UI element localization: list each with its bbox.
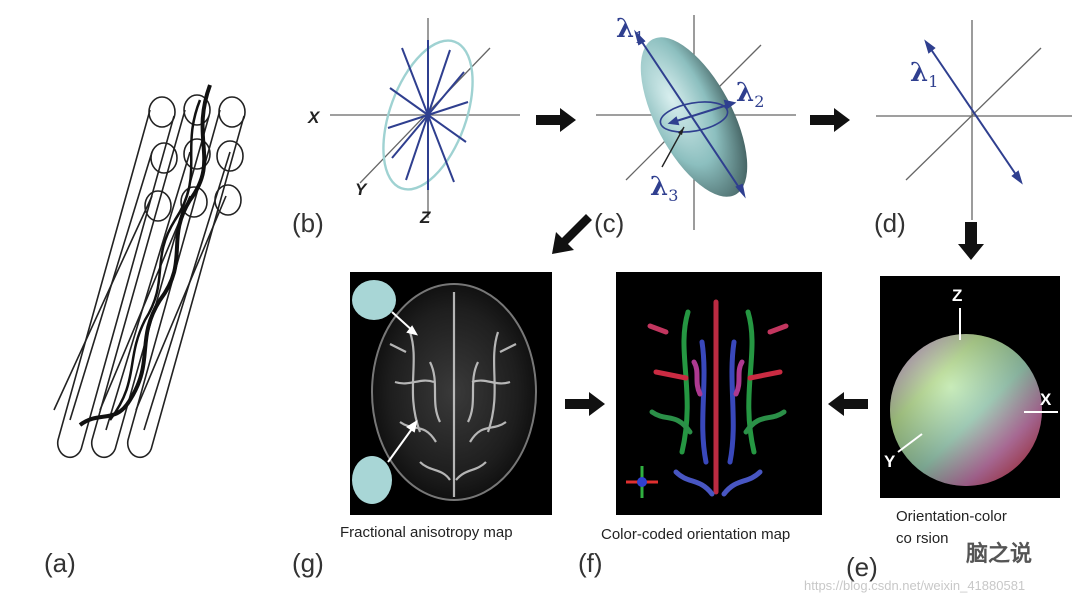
fa-map-image — [350, 272, 552, 515]
arrow-down-icon — [958, 222, 984, 260]
color-map-caption: Color-coded orientation map — [601, 526, 791, 543]
lambda-3-label: λ3 — [650, 172, 679, 206]
sphere-x-label: X — [1040, 390, 1052, 409]
panel-label-c: (c) — [594, 208, 625, 238]
fa-map-caption: Fractional anisotropy map — [340, 524, 513, 541]
fiber-bundle-diagram — [53, 84, 246, 459]
watermark-logo: 脑之说 — [966, 541, 1033, 566]
orientation-caption-line1: Orientation-color — [896, 508, 1007, 525]
sphere-z-label: Z — [952, 286, 963, 305]
panel-label-e: (e) — [846, 552, 878, 582]
axis-y-label: Y — [355, 180, 367, 199]
axis-z-label: Z — [420, 208, 431, 227]
color-orientation-map-image — [616, 272, 822, 515]
principal-eigenvector-diagram — [876, 20, 1072, 220]
orientation-sphere-image — [880, 276, 1060, 498]
axis-x-label: X — [308, 108, 320, 127]
sphere-y-label: Y — [884, 452, 896, 471]
diffusion-vectors-diagram — [330, 18, 520, 218]
panel-label-g: (g) — [292, 548, 324, 578]
orientation-caption-line2: co rsion — [896, 530, 949, 547]
arrow-right-icon — [810, 108, 850, 132]
lambda-1-principal-label: λ1 — [910, 58, 939, 92]
arrow-right-icon — [565, 392, 605, 416]
arrow-left-icon — [828, 392, 868, 416]
panel-label-a: (a) — [44, 548, 76, 578]
panel-label-f: (f) — [578, 548, 603, 578]
arrow-right-icon — [536, 108, 576, 132]
arrow-down-left-icon — [552, 214, 592, 254]
watermark-url: https://blog.csdn.net/weixin_41880581 — [804, 578, 1026, 593]
panel-label-d: (d) — [874, 208, 906, 238]
tensor-ellipsoid-diagram — [596, 15, 796, 230]
lambda-2-label: λ2 — [736, 78, 765, 112]
lambda-1-label: λ1 — [616, 14, 645, 48]
panel-label-b: (b) — [292, 208, 324, 238]
